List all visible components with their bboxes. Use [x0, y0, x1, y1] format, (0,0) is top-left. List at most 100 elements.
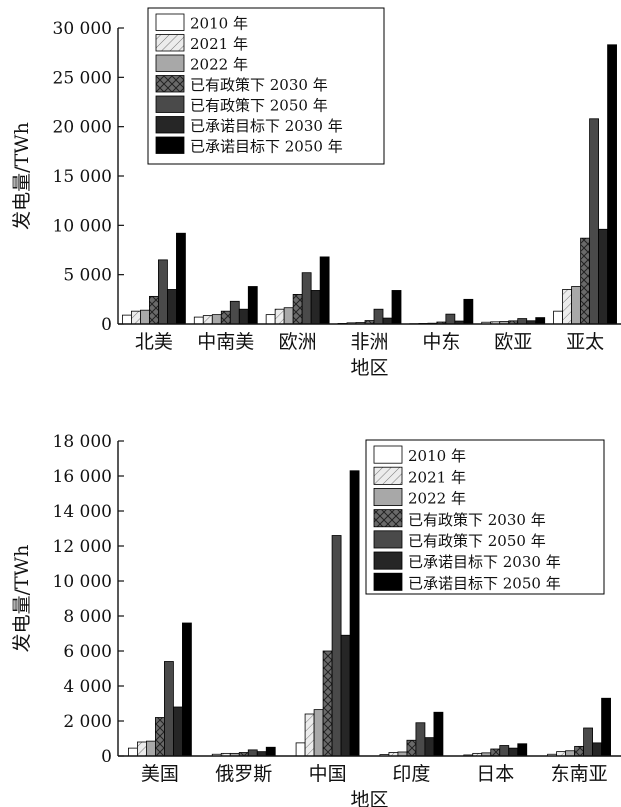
category-label: 欧亚 — [494, 331, 532, 353]
legend-swatch — [155, 34, 185, 52]
bar — [176, 232, 186, 325]
bar — [247, 749, 258, 757]
y-tick-label: 4 000 — [63, 677, 112, 697]
legend-label: 已有政策下 2030 年 — [408, 511, 546, 529]
legend-swatch — [373, 509, 403, 528]
bar — [463, 298, 474, 325]
bar — [122, 314, 132, 325]
legend-swatch — [373, 551, 403, 570]
bar — [292, 293, 303, 325]
category-label: 日本 — [476, 763, 514, 785]
y-tick-label: 12 000 — [53, 537, 112, 557]
bar — [319, 256, 330, 325]
y-axis-label: 发电量/TWh — [11, 122, 33, 230]
bar — [173, 706, 183, 757]
bar — [349, 470, 360, 757]
category-label: 俄罗斯 — [215, 763, 272, 785]
y-tick-label: 10 000 — [53, 216, 112, 236]
category-label: 欧洲 — [279, 331, 317, 353]
bar — [580, 237, 590, 325]
bar — [301, 272, 312, 325]
bar — [382, 317, 393, 325]
y-tick-label: 15 000 — [53, 167, 112, 187]
legend-label: 2022 年 — [190, 56, 248, 74]
legend-swatch — [373, 445, 403, 464]
y-tick-label: 16 000 — [53, 467, 112, 487]
chart-bottom-countries: 0 2 000 4 000 6 000 8 000 10 000 12 000 14 000 1… — [11, 432, 621, 807]
bar — [149, 295, 159, 325]
category-label: 中东 — [422, 331, 460, 353]
bar — [265, 746, 276, 757]
bar — [313, 709, 324, 757]
bar — [229, 300, 240, 325]
bar — [283, 307, 294, 325]
chart-top-regions: 0 5 000 10 000 15 000 20 000 25 000 30 000 北美 中南… — [11, 7, 621, 379]
y-tick-label: 25 000 — [53, 68, 112, 88]
bar — [182, 622, 192, 757]
category-label: 东南亚 — [551, 763, 608, 785]
bar — [415, 722, 426, 757]
bar — [193, 316, 204, 325]
bar — [406, 739, 417, 757]
category-label: 北美 — [135, 331, 173, 353]
bar — [137, 741, 147, 757]
bar — [238, 308, 249, 325]
bar — [331, 535, 342, 757]
bar — [202, 315, 213, 325]
legend-label: 已承诺目标下 2030 年 — [190, 117, 343, 135]
category-label: 中南美 — [197, 331, 254, 353]
bar — [424, 737, 435, 757]
legend-label: 2010 年 — [190, 15, 248, 33]
bar — [391, 290, 402, 325]
legend-label: 已承诺目标下 2030 年 — [408, 553, 561, 571]
bar — [164, 661, 174, 757]
bar — [562, 289, 572, 325]
bar — [598, 228, 608, 325]
bar — [220, 310, 231, 325]
legend-box — [365, 439, 605, 595]
bar — [322, 650, 333, 757]
legend-label: 已有政策下 2030 年 — [190, 76, 328, 94]
bar — [304, 713, 315, 757]
bar — [146, 740, 156, 757]
y-tick-label: 18 000 — [53, 432, 112, 452]
legend-swatch — [155, 54, 185, 72]
y-tick-label: 5 000 — [63, 266, 112, 286]
y-tick-label: 8 000 — [63, 607, 112, 627]
bar — [583, 727, 593, 757]
bar — [265, 314, 276, 325]
bar — [553, 310, 563, 325]
bar — [274, 308, 285, 325]
y-axis-label: 发电量/TWh — [11, 545, 33, 653]
bar — [535, 317, 546, 325]
legend-swatch — [155, 75, 185, 93]
legend-box — [147, 7, 385, 165]
legend-label: 已有政策下 2050 年 — [190, 97, 328, 115]
y-tick-label: 2 000 — [63, 712, 112, 732]
legend-swatch — [373, 466, 403, 485]
bar — [310, 290, 321, 325]
legend-label: 已承诺目标下 2050 年 — [190, 138, 343, 156]
bar — [574, 745, 584, 757]
y-tick-label: 6 000 — [63, 642, 112, 662]
bar — [607, 44, 617, 325]
legend-swatch — [373, 530, 403, 549]
y-tick-label: 10 000 — [53, 572, 112, 592]
category-label: 亚太 — [566, 331, 604, 353]
legend-label: 已有政策下 2050 年 — [408, 532, 546, 550]
bar — [131, 310, 141, 325]
bar — [211, 314, 222, 325]
y-tick-label: 14 000 — [53, 502, 112, 522]
x-axis-label: 地区 — [350, 789, 388, 807]
bar — [140, 309, 150, 325]
legend-label: 2022 年 — [408, 490, 466, 508]
bar — [571, 286, 581, 325]
legend-swatch — [155, 13, 185, 31]
bar — [499, 745, 510, 757]
bar — [445, 313, 456, 325]
y-tick-label: 0 — [101, 315, 112, 335]
category-label: 非洲 — [350, 331, 388, 353]
legend-swatch — [373, 488, 403, 507]
y-tick-label: 0 — [101, 747, 112, 767]
